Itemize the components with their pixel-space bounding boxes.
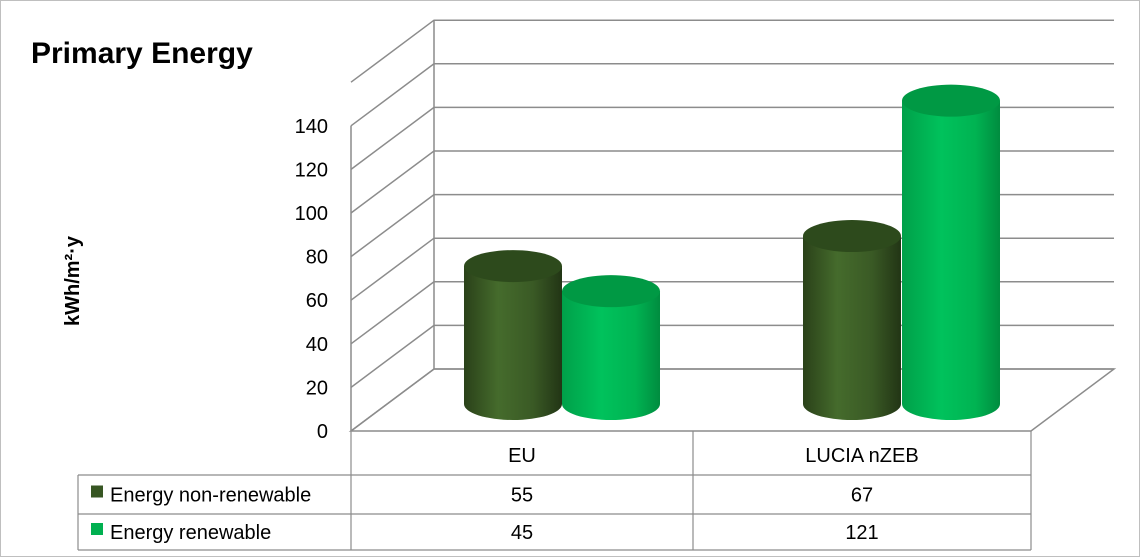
- y-tick-label: 140: [295, 116, 328, 138]
- legend-swatch: [91, 485, 103, 498]
- legend-swatch: [91, 523, 103, 535]
- gridline: [350, 19, 1114, 83]
- bars: [464, 84, 1000, 420]
- data-label: 45: [511, 522, 533, 544]
- floor-outline: [348, 368, 1117, 432]
- data-table: EU LUCIA nZEB Energy non-renewable 55 67 Ener…: [77, 431, 1032, 551]
- gridline: [350, 150, 1114, 214]
- bar-body: [464, 266, 562, 420]
- data-label: 55: [511, 485, 533, 507]
- y-tick-label: 100: [295, 203, 328, 225]
- bar-top: [803, 220, 901, 253]
- gridline: [350, 193, 1114, 258]
- bar-renewable-eu: [562, 275, 660, 420]
- gridline: [350, 106, 1114, 171]
- y-tick-label: 120: [295, 159, 328, 181]
- x-tick-label: EU: [508, 445, 536, 467]
- bar-top: [464, 250, 562, 283]
- y-tick-label: 0: [317, 421, 328, 443]
- bar-body: [803, 236, 901, 420]
- legend-entry: Energy non-renewable: [110, 485, 311, 507]
- y-tick-labels: 0 20 40 60 80 100 120 140: [295, 116, 328, 443]
- bar-renewable-lucia: [902, 84, 1000, 420]
- bar-body: [902, 100, 1000, 420]
- bar-top: [902, 84, 1000, 117]
- x-tick-label: LUCIA nZEB: [805, 445, 918, 467]
- bar-body: [562, 291, 660, 420]
- data-label: 121: [845, 522, 878, 544]
- y-tick-label: 40: [306, 334, 328, 356]
- legend-entry: Energy renewable: [110, 522, 271, 544]
- y-tick-label: 20: [306, 377, 328, 399]
- y-tick-label: 80: [306, 247, 328, 269]
- y-tick-label: 60: [306, 290, 328, 312]
- bar-non-renewable-lucia: [803, 220, 901, 420]
- y-axis-label: kWh/m²·y: [62, 235, 84, 326]
- data-label: 67: [851, 485, 873, 507]
- gridline: [350, 63, 1114, 127]
- bar-top: [562, 275, 660, 308]
- chart-floor: [348, 368, 1117, 432]
- bar-non-renewable-eu: [464, 250, 562, 420]
- chart-title: Primary Energy: [31, 37, 253, 70]
